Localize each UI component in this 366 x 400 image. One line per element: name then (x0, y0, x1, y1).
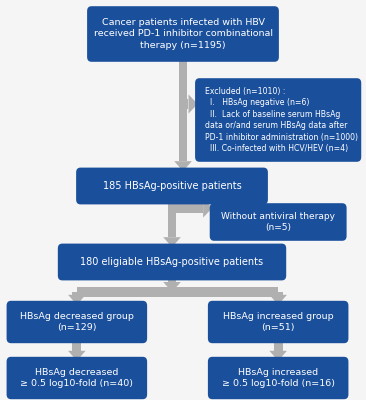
Text: HBsAg increased group
(n=51): HBsAg increased group (n=51) (223, 312, 333, 332)
Polygon shape (72, 292, 81, 295)
Text: HBsAg increased
≥ 0.5 log10-fold (n=16): HBsAg increased ≥ 0.5 log10-fold (n=16) (222, 368, 335, 388)
FancyBboxPatch shape (210, 203, 347, 241)
FancyBboxPatch shape (208, 301, 348, 343)
FancyBboxPatch shape (58, 244, 286, 280)
Polygon shape (163, 282, 181, 292)
Text: Excluded (n=1010) :
  I.   HBsAg negative (n=6)
  II.  Lack of baseline serum HB: Excluded (n=1010) : I. HBsAg negative (n… (205, 87, 358, 153)
Polygon shape (274, 292, 283, 295)
Polygon shape (173, 203, 203, 213)
Polygon shape (72, 339, 81, 351)
Polygon shape (274, 339, 283, 351)
Polygon shape (174, 161, 192, 171)
FancyBboxPatch shape (208, 357, 348, 399)
Text: 185 HBsAg-positive patients: 185 HBsAg-positive patients (102, 181, 242, 191)
Polygon shape (179, 58, 187, 161)
FancyBboxPatch shape (76, 168, 268, 204)
Polygon shape (188, 94, 198, 114)
Polygon shape (68, 351, 86, 361)
Polygon shape (168, 200, 176, 237)
Text: Without antiviral therapy
(n=5): Without antiviral therapy (n=5) (221, 212, 335, 232)
Polygon shape (184, 99, 188, 109)
Polygon shape (203, 198, 212, 218)
FancyBboxPatch shape (87, 6, 279, 62)
Polygon shape (68, 295, 86, 305)
Polygon shape (168, 276, 176, 282)
Polygon shape (269, 351, 287, 361)
Text: Cancer patients infected with HBV
received PD-1 inhibitor combinational
therapy : Cancer patients infected with HBV receiv… (93, 18, 273, 50)
Text: HBsAg decreased group
(n=129): HBsAg decreased group (n=129) (20, 312, 134, 332)
FancyBboxPatch shape (7, 301, 147, 343)
Polygon shape (269, 295, 287, 305)
FancyBboxPatch shape (195, 78, 361, 162)
FancyBboxPatch shape (7, 357, 147, 399)
Text: 180 eligiable HBsAg-positive patients: 180 eligiable HBsAg-positive patients (81, 257, 264, 267)
Polygon shape (163, 237, 181, 247)
Text: HBsAg decreased
≥ 0.5 log10-fold (n=40): HBsAg decreased ≥ 0.5 log10-fold (n=40) (20, 368, 133, 388)
Polygon shape (77, 287, 278, 297)
